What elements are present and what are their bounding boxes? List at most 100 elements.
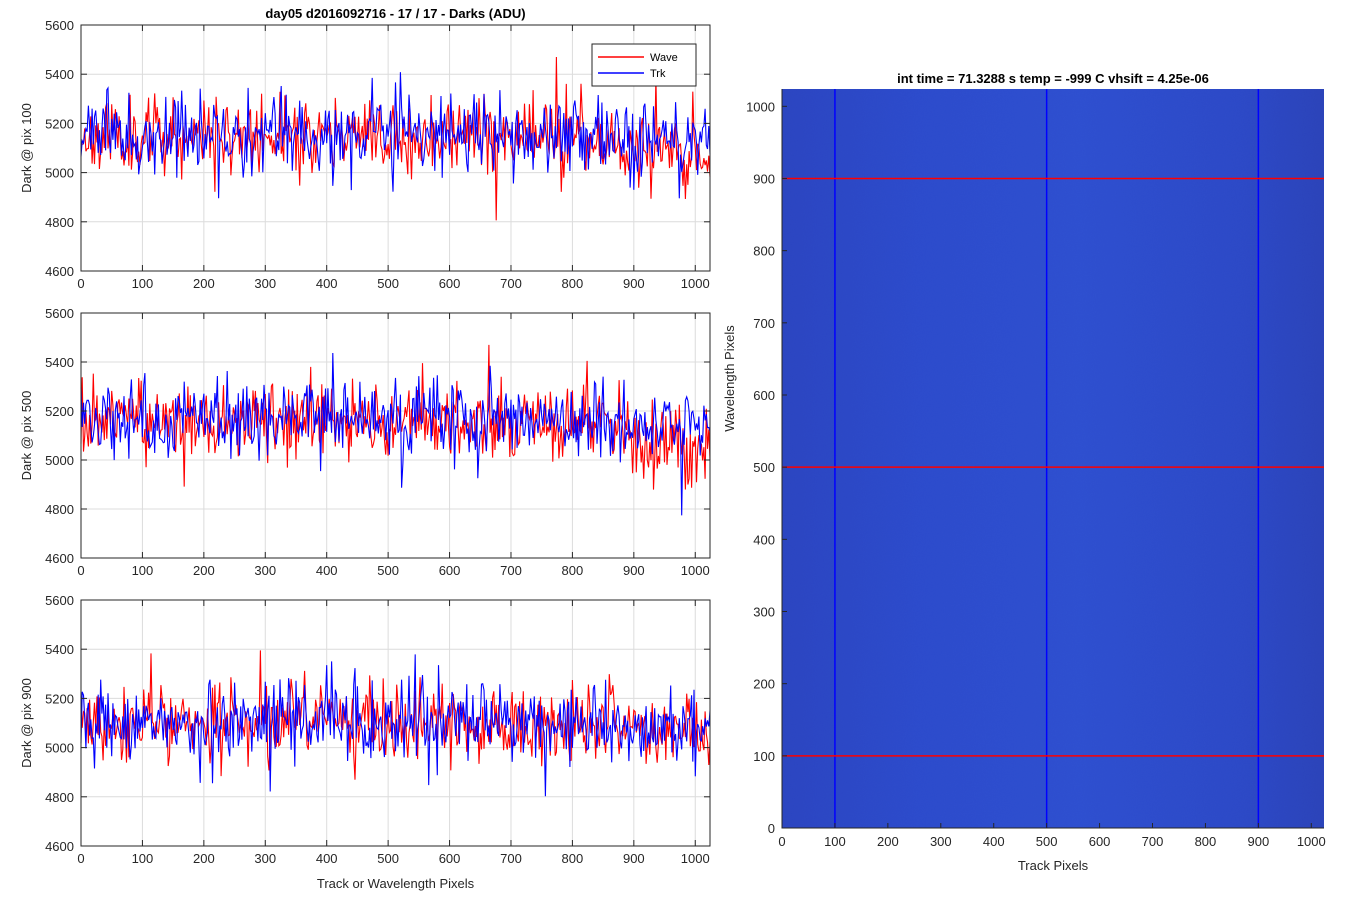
x-tick-label: 900 xyxy=(623,563,645,578)
image-panel: 0 100 200 300 400 500 600 700 800 900 1000 0 100 200 3… xyxy=(722,71,1326,873)
y-tick-label: 4600 xyxy=(45,551,74,566)
x-tick-label: 600 xyxy=(439,276,461,291)
x-tick-label: 500 xyxy=(377,563,399,578)
y-tick-label: 400 xyxy=(753,532,775,547)
x-tick-label: 800 xyxy=(562,276,584,291)
axes-frame xyxy=(80,24,711,272)
y-tick-label: 5600 xyxy=(45,306,74,321)
x-tick-label: 500 xyxy=(377,276,399,291)
x-tick-label: 700 xyxy=(500,276,522,291)
y-tick-label: 5000 xyxy=(45,453,74,468)
chart-title: int time = 71.3288 s temp = -999 C vhsif… xyxy=(897,71,1209,86)
x-tick-label: 200 xyxy=(193,563,215,578)
y-tick-label: 4800 xyxy=(45,215,74,230)
x-tick-label: 500 xyxy=(1036,834,1058,849)
x-tick-label: 1000 xyxy=(681,276,710,291)
x-tick-label: 1000 xyxy=(681,851,710,866)
y-tick-label: 600 xyxy=(753,388,775,403)
y-tick-label: 0 xyxy=(768,821,775,836)
x-tick-label: 900 xyxy=(623,851,645,866)
chart-title: day05 d2016092716 - 17 / 17 - Darks (ADU… xyxy=(265,6,525,21)
legend-label-wave: Wave xyxy=(650,52,678,64)
y-tick-label: 5400 xyxy=(45,642,74,657)
y-tick-label: 5400 xyxy=(45,67,74,82)
axes-frame xyxy=(80,599,711,847)
y-tick-label: 5600 xyxy=(45,18,74,33)
y-tick-label: 900 xyxy=(753,171,775,186)
x-axis-label: Track or Wavelength Pixels xyxy=(317,876,475,891)
series-wave-line xyxy=(80,344,711,490)
y-tick-label: 5200 xyxy=(45,116,74,131)
x-tick-label: 300 xyxy=(930,834,952,849)
plot-area xyxy=(81,313,710,558)
x-tick-label: 500 xyxy=(377,851,399,866)
x-tick-label: 0 xyxy=(77,563,84,578)
y-tick-label: 700 xyxy=(753,316,775,331)
x-tick-label: 600 xyxy=(1089,834,1111,849)
x-tick-label: 800 xyxy=(562,851,584,866)
x-tick-label: 700 xyxy=(1142,834,1164,849)
series-wave-line xyxy=(80,650,711,780)
y-tick-label: 4600 xyxy=(45,839,74,854)
y-axis-label: Dark @ pix 900 xyxy=(19,678,34,768)
x-tick-label: 100 xyxy=(824,834,846,849)
x-tick-label: 0 xyxy=(77,851,84,866)
x-tick-label: 400 xyxy=(983,834,1005,849)
x-tick-label: 100 xyxy=(132,276,154,291)
line-panel-2: 0 100 200 300 400 500 600 700 800 900 1000 4600 4800… xyxy=(19,306,711,578)
y-tick-label: 5200 xyxy=(45,691,74,706)
x-tick-label: 800 xyxy=(1195,834,1217,849)
series-trk-line xyxy=(80,654,711,797)
y-tick-label: 1000 xyxy=(746,99,775,114)
y-tick-label: 4600 xyxy=(45,264,74,279)
x-tick-label: 700 xyxy=(500,563,522,578)
x-tick-label: 200 xyxy=(193,851,215,866)
y-tick-label: 300 xyxy=(753,604,775,619)
y-tick-label: 200 xyxy=(753,677,775,692)
series-trk-line xyxy=(80,72,711,199)
x-tick-label: 1000 xyxy=(681,563,710,578)
x-tick-label: 800 xyxy=(562,563,584,578)
y-tick-label: 800 xyxy=(753,244,775,259)
x-tick-label: 200 xyxy=(877,834,899,849)
x-tick-label: 100 xyxy=(132,851,154,866)
y-tick-label: 5000 xyxy=(45,166,74,181)
x-tick-label: 400 xyxy=(316,851,338,866)
x-tick-label: 600 xyxy=(439,851,461,866)
legend: Wave Trk xyxy=(591,43,697,87)
x-tick-label: 900 xyxy=(623,276,645,291)
line-panel-3: 0 100 200 300 400 500 600 700 800 900 1000 4600 4800… xyxy=(19,593,711,891)
y-tick-label: 5200 xyxy=(45,404,74,419)
y-axis-label: Dark @ pix 100 xyxy=(19,103,34,193)
x-tick-label: 400 xyxy=(316,563,338,578)
y-tick-label: 100 xyxy=(753,749,775,764)
y-tick-label: 4800 xyxy=(45,502,74,517)
y-axis-label: Wavelength Pixels xyxy=(722,325,737,432)
x-tick-label: 700 xyxy=(500,851,522,866)
y-tick-label: 5400 xyxy=(45,355,74,370)
x-tick-label: 900 xyxy=(1248,834,1270,849)
x-tick-label: 100 xyxy=(132,563,154,578)
x-tick-label: 0 xyxy=(77,276,84,291)
x-tick-label: 300 xyxy=(254,851,276,866)
x-tick-label: 300 xyxy=(254,563,276,578)
y-tick-label: 5600 xyxy=(45,593,74,608)
heatmap-noise xyxy=(782,89,1324,828)
x-tick-label: 200 xyxy=(193,276,215,291)
legend-box xyxy=(591,43,697,87)
y-tick-label: 4800 xyxy=(45,790,74,805)
x-tick-label: 300 xyxy=(254,276,276,291)
legend-label-trk: Trk xyxy=(650,68,666,80)
x-tick-label: 400 xyxy=(316,276,338,291)
y-tick-label: 5000 xyxy=(45,741,74,756)
x-tick-label: 600 xyxy=(439,563,461,578)
axes-frame xyxy=(80,312,711,559)
x-tick-label: 0 xyxy=(778,834,785,849)
x-tick-label: 1000 xyxy=(1297,834,1326,849)
y-tick-label: 500 xyxy=(753,460,775,475)
x-axis-label: Track Pixels xyxy=(1018,858,1089,873)
y-axis-label: Dark @ pix 500 xyxy=(19,391,34,481)
series-trk-line xyxy=(80,352,711,516)
line-panel-1: 0 100 200 300 400 500 600 700 800 900 1000 4600 4800… xyxy=(19,6,711,291)
